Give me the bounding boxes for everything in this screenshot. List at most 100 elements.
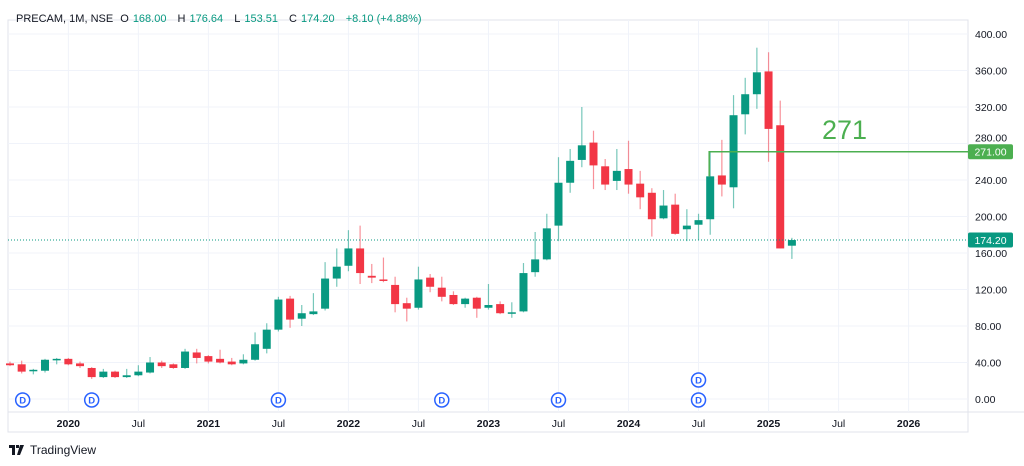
y-tick-label: 400.00 (975, 29, 1007, 41)
candle-2022-04 (379, 257, 388, 283)
candle-2024-05 (671, 193, 680, 235)
candle-body (227, 361, 236, 365)
candle-2023-02 (496, 301, 505, 315)
candle-2022-10 (449, 291, 458, 306)
y-tick-label: 160.00 (975, 248, 1007, 260)
candle-2021-08 (286, 295, 295, 328)
candle-body (204, 356, 213, 362)
x-tick-label: Jul (132, 418, 145, 430)
dividend-icon[interactable] (550, 392, 567, 408)
candle-2020-12 (192, 348, 201, 364)
candle-2019-10 (29, 368, 38, 375)
candle-body (274, 299, 283, 330)
candle-body (262, 329, 271, 349)
candle-2021-12 (332, 248, 341, 287)
candle-2023-09 (577, 107, 586, 168)
candle-2022-05 (391, 276, 400, 313)
candle-body (309, 311, 318, 315)
candle-body (741, 94, 750, 115)
candle-body (484, 305, 493, 308)
dividend-marker[interactable]: D (434, 392, 450, 408)
candle-body (332, 266, 341, 279)
candle-body (682, 225, 691, 230)
candle-2023-04 (519, 263, 528, 313)
candle-body (636, 183, 645, 198)
candle-body (577, 145, 586, 160)
candle-2024-03 (647, 188, 656, 237)
dividend-icon[interactable] (690, 392, 707, 408)
candle-body (111, 371, 120, 378)
candle-2023-10 (589, 130, 598, 190)
candle-body (612, 170, 621, 181)
candle-2020-05 (111, 370, 120, 379)
candle-body (752, 72, 761, 95)
y-tick-label: 120.00 (975, 285, 1007, 297)
x-tick-label: Jul (552, 418, 565, 430)
y-tick-label: 240.00 (975, 175, 1007, 187)
candle-body (239, 359, 248, 364)
candle-body (659, 205, 668, 219)
time-axis[interactable]: 2020 Jul 2021 Jul 2022 Jul 2023 Jul 2024 Jul 2025 J… (57, 418, 921, 430)
candle-body (472, 297, 481, 309)
candle-body (647, 192, 656, 220)
candle-2023-08 (566, 148, 575, 193)
candle-2023-11 (601, 159, 610, 191)
candle-2022-07 (414, 266, 423, 310)
dividend-icon[interactable] (690, 372, 707, 388)
candle-2019-08 (6, 361, 14, 367)
dividend-icon[interactable] (434, 392, 450, 408)
dividend-label: D (19, 396, 26, 407)
candle-body (449, 294, 458, 305)
candle-body (531, 259, 540, 273)
dividend-marker[interactable]: D (550, 392, 567, 408)
dividend-marker[interactable]: D (270, 392, 287, 408)
candle-2022-06 (402, 297, 411, 322)
candle-2021-10 (309, 293, 318, 316)
dividend-icon[interactable] (14, 392, 31, 408)
x-tick-label: 2026 (897, 418, 921, 430)
dividend-icon[interactable] (83, 392, 100, 408)
high-label: H (177, 13, 186, 25)
close-label: C (289, 13, 297, 25)
price-axis[interactable]: 400.00 360.00 320.00 280.00 240.00 200.00 160.… (968, 29, 1013, 406)
tradingview-logo[interactable]: TradingView (9, 443, 96, 457)
legend-header: PRECAM, 1M, NSE O 168.00 H 176.64 L 153.51 … (16, 13, 426, 25)
candle-body (169, 364, 178, 368)
candle-body (717, 175, 726, 185)
y-tick-label: 80.00 (975, 321, 1001, 333)
close-value: 174.20 (301, 13, 335, 25)
candle-2020-01 (64, 357, 73, 366)
level-annotation: 271 (822, 115, 867, 145)
x-tick-label: 2023 (477, 418, 501, 430)
candle-2022-09 (437, 276, 446, 302)
candle-body (391, 284, 400, 305)
candle-body (344, 248, 353, 266)
candle-body (216, 358, 225, 363)
candle-body (507, 312, 516, 314)
y-tick-label: 0.00 (975, 394, 996, 406)
candle-body (601, 166, 610, 185)
level-line-271[interactable]: 271 271.00 (708, 115, 1013, 177)
dividend-label: D (438, 396, 445, 407)
dividend-marker[interactable]: D (83, 392, 100, 408)
candle-2020-11 (181, 348, 190, 369)
candle-body (461, 298, 470, 305)
candle-2022-12 (472, 296, 481, 318)
dividend-marker[interactable]: D (14, 392, 31, 408)
low-value: 153.51 (244, 13, 278, 25)
level-line[interactable] (708, 150, 968, 177)
candle-2021-09 (297, 305, 306, 326)
dividend-marker[interactable]: D (690, 392, 707, 408)
candle-body (367, 275, 376, 278)
dividend-icon[interactable] (270, 392, 287, 408)
dividend-marker[interactable]: D (690, 372, 707, 388)
candle-body (379, 279, 388, 281)
candle-2024-04 (659, 190, 668, 220)
last-price-label: 174.20 (974, 235, 1006, 247)
candle-body (706, 176, 715, 220)
y-tick-label: 360.00 (975, 66, 1007, 78)
candle-2019-11 (41, 358, 50, 373)
tradingview-icon (9, 445, 24, 455)
candle-body (437, 287, 446, 297)
